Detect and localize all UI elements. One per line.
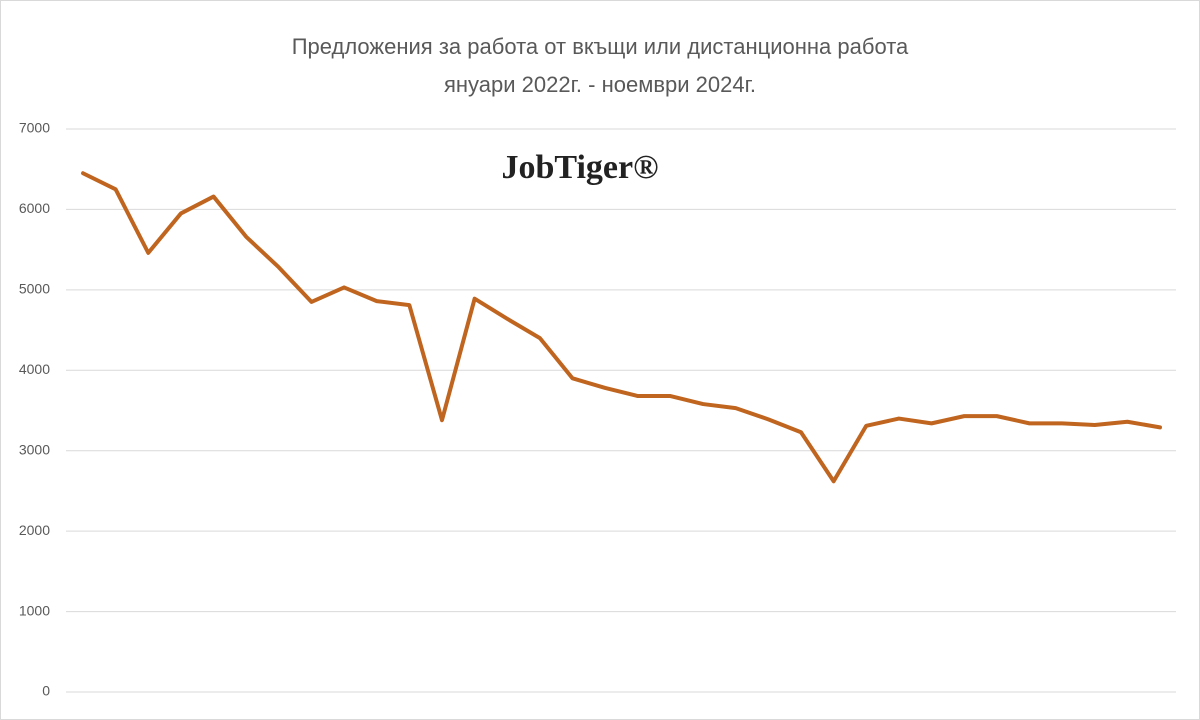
y-tick-label: 2000: [19, 522, 50, 538]
y-tick-label: 1000: [19, 602, 50, 618]
y-tick-label: 7000: [19, 120, 50, 136]
y-tick-label: 5000: [19, 281, 50, 297]
y-tick-label: 6000: [19, 200, 50, 216]
y-tick-label: 3000: [19, 441, 50, 457]
y-tick-label: 4000: [19, 361, 50, 377]
y-tick-label: 0: [42, 683, 50, 699]
chart-subtitle: януари 2022г. - ноември 2024г.: [444, 72, 756, 97]
chart-title: Предложения за работа от вкъщи или диста…: [292, 34, 909, 59]
series-line: [81, 171, 1162, 484]
watermark: JobTiger®: [501, 149, 658, 186]
